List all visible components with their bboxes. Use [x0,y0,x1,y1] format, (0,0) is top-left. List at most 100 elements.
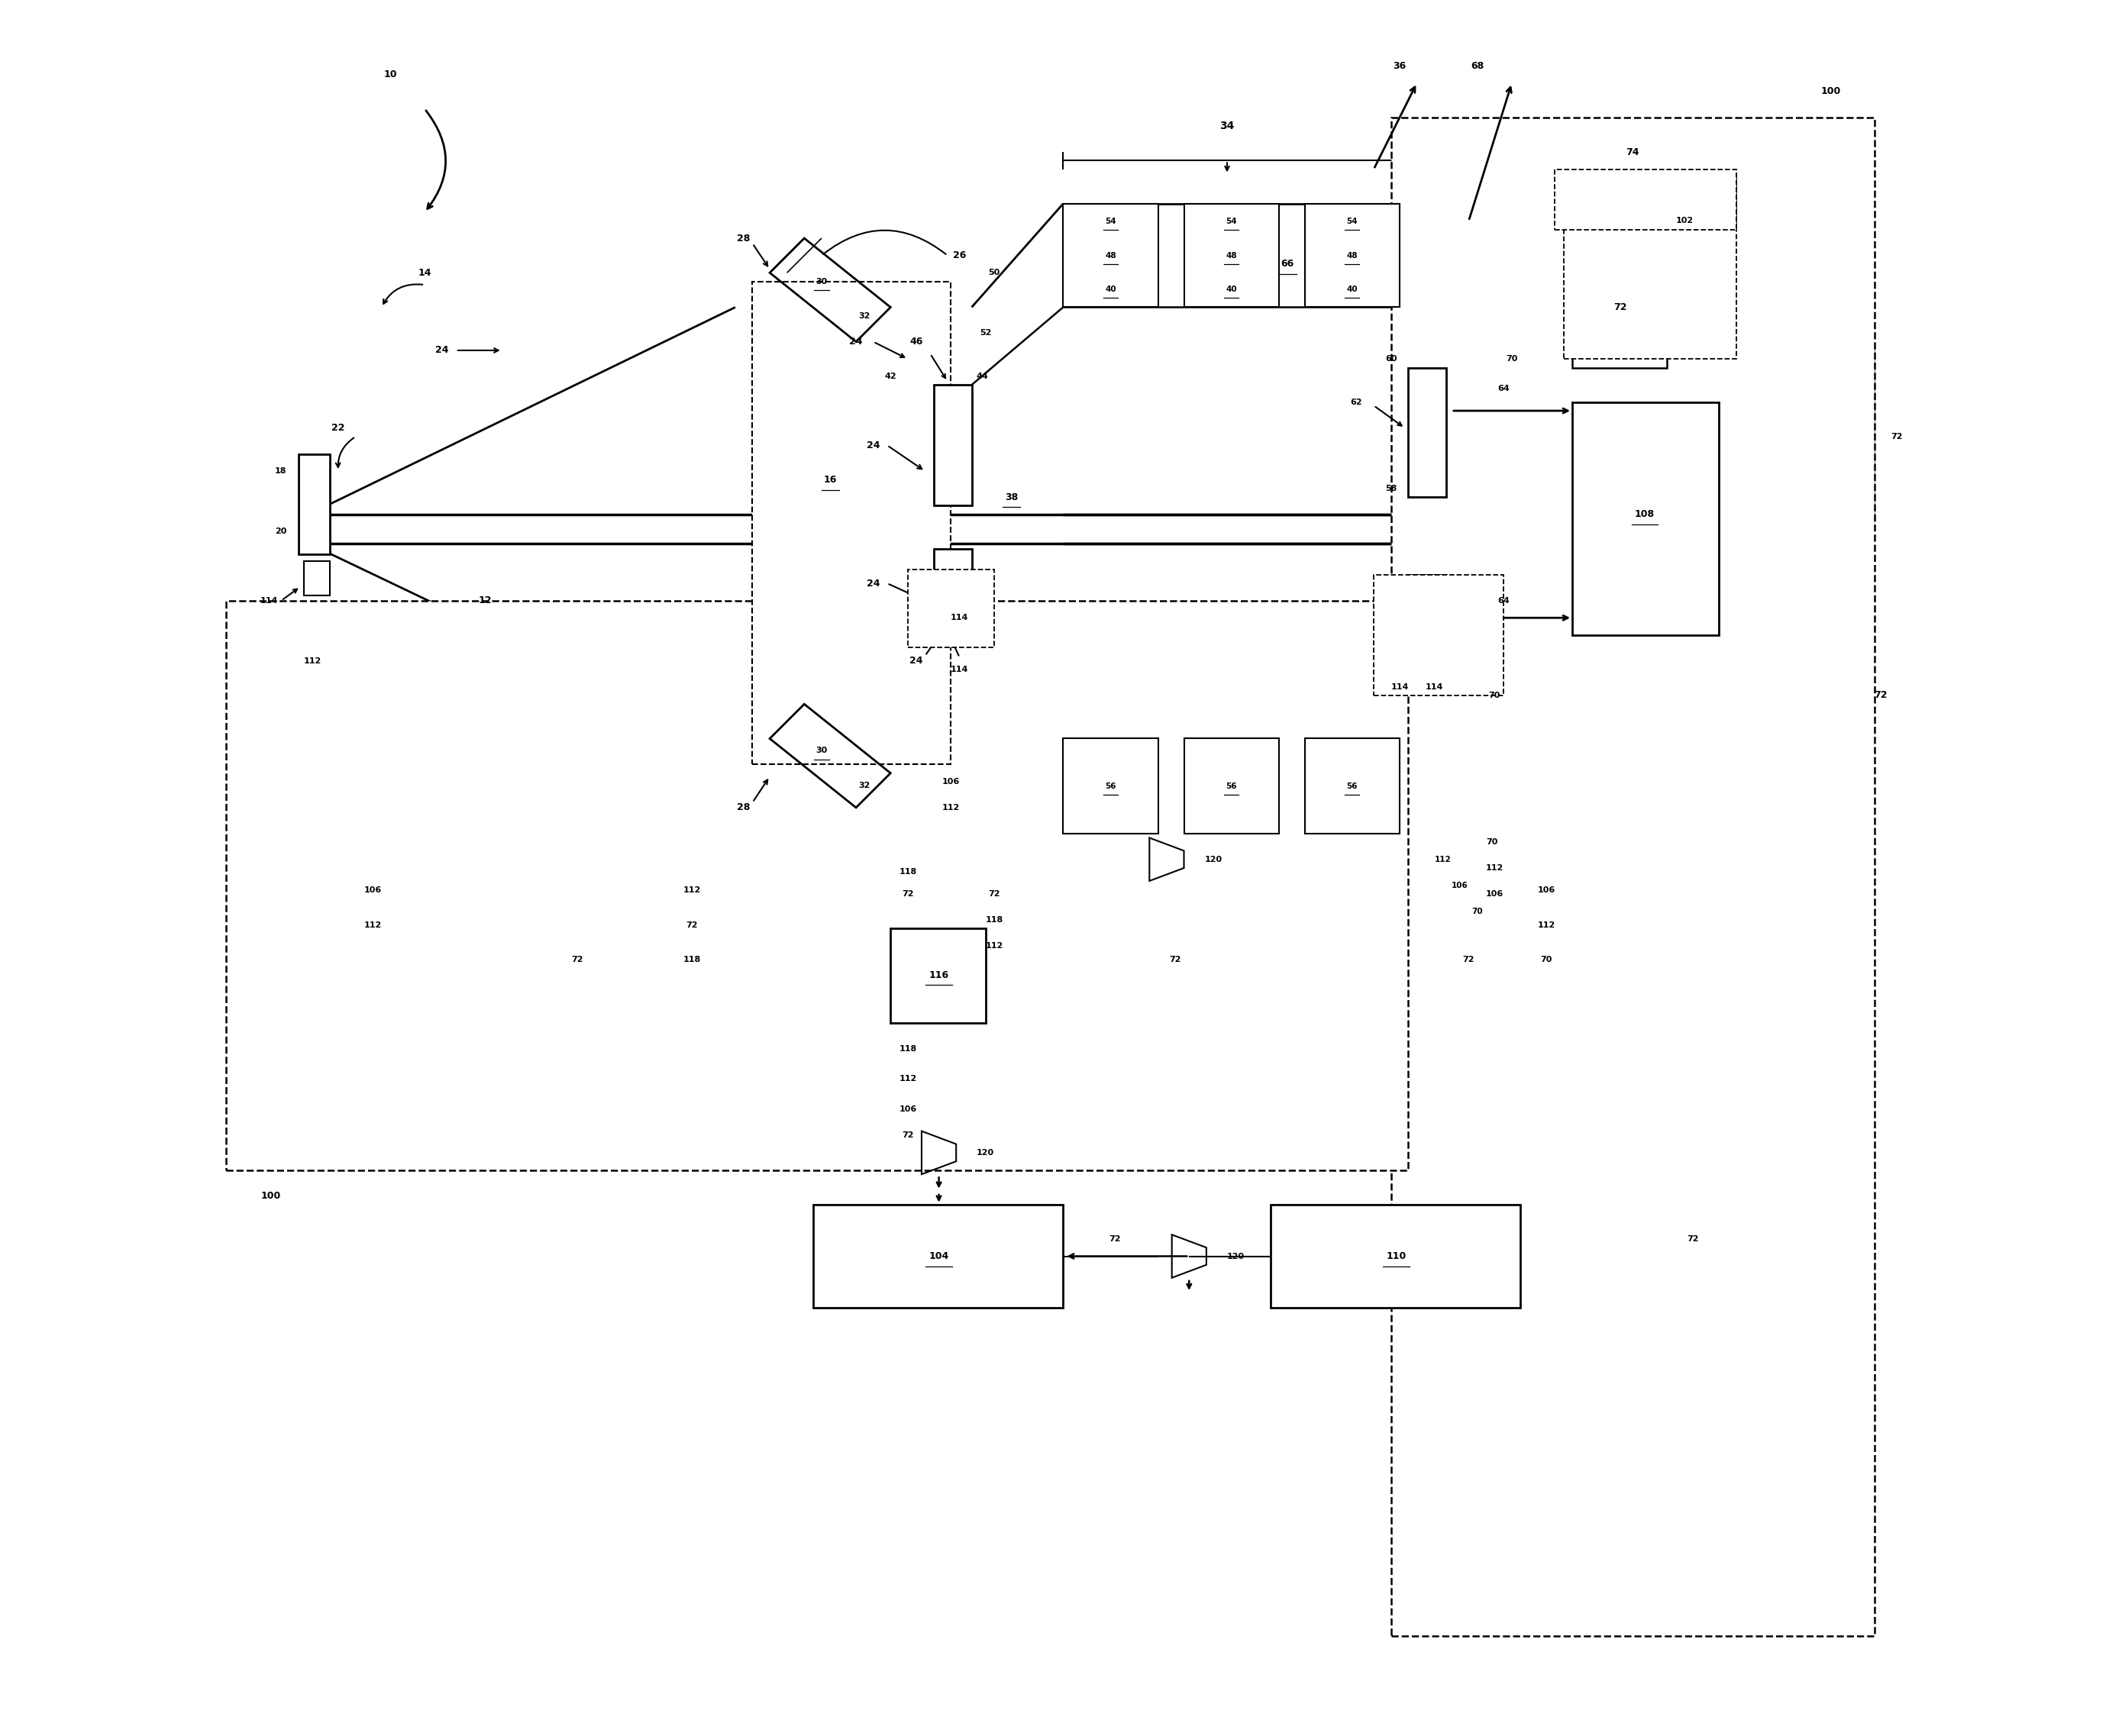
Text: 66: 66 [1280,259,1295,269]
Bar [934,549,972,635]
Text: 58: 58 [1386,484,1396,493]
Text: 100: 100 [262,1191,280,1201]
Text: 68: 68 [1470,61,1485,71]
Text: 72: 72 [989,891,1000,898]
Text: 50: 50 [989,269,1000,276]
Text: 112: 112 [683,887,700,894]
Text: 112: 112 [1434,856,1451,863]
Text: 112: 112 [985,943,1004,950]
Bar [226,601,1409,1170]
Bar [934,385,972,505]
Text: 40: 40 [1348,286,1358,293]
Text: 102: 102 [1675,217,1694,224]
Text: 62: 62 [1350,398,1362,406]
Text: 70: 70 [1487,838,1497,845]
Text: 38: 38 [1004,491,1019,502]
Text: 64: 64 [1497,384,1510,392]
Text: 106: 106 [943,778,960,786]
Text: 44: 44 [976,373,987,380]
Text: 52: 52 [979,330,991,337]
Text: 72: 72 [903,1132,913,1139]
Text: 74: 74 [1626,148,1639,156]
Text: 24: 24 [867,578,879,589]
Text: 56: 56 [1105,783,1116,790]
Text: 112: 112 [365,922,382,929]
Bar [1392,118,1875,1635]
Text: 24: 24 [850,337,863,347]
Text: 116: 116 [928,970,949,979]
Text: 118: 118 [898,868,917,875]
Text: 118: 118 [683,955,700,963]
Text: 24: 24 [867,441,879,450]
Text: 112: 112 [898,1075,917,1082]
Bar [812,1205,1063,1307]
Text: 120: 120 [1227,1252,1244,1260]
Text: 64: 64 [1497,597,1510,604]
Bar [890,929,985,1023]
Text: 54: 54 [1105,217,1116,226]
Text: 56: 56 [1225,783,1236,790]
Text: 70: 70 [1540,955,1552,963]
Bar [1270,1205,1521,1307]
Text: 72: 72 [1168,955,1181,963]
Text: 72: 72 [1613,302,1628,312]
Bar [1563,177,1736,359]
Text: 72: 72 [1464,955,1474,963]
Text: 32: 32 [858,781,871,788]
Text: 28: 28 [738,802,751,812]
Text: 114: 114 [259,597,278,604]
Text: 48: 48 [1225,252,1238,259]
Text: 70: 70 [1489,691,1499,700]
Text: 14: 14 [418,267,430,278]
Text: 114: 114 [1426,682,1443,691]
Text: 30: 30 [816,278,827,285]
Text: 22: 22 [331,424,346,432]
Text: 16: 16 [823,476,837,484]
Text: 104: 104 [928,1252,949,1260]
Bar [1571,403,1719,635]
Text: 70: 70 [1472,908,1483,915]
Text: 72: 72 [1875,691,1888,700]
Text: 20: 20 [274,528,287,535]
Text: 106: 106 [1537,887,1554,894]
Text: 110: 110 [1386,1252,1407,1260]
Text: 72: 72 [685,922,698,929]
Text: 72: 72 [903,891,913,898]
Text: 40: 40 [1105,286,1116,293]
Text: 120: 120 [976,1149,993,1156]
Text: 72: 72 [572,955,582,963]
Bar [1183,203,1278,307]
Text: 34: 34 [1219,122,1234,132]
Bar [753,281,951,764]
Text: 106: 106 [365,887,382,894]
Text: 30: 30 [816,746,827,755]
Text: 114: 114 [951,615,968,621]
Text: 72: 72 [1687,1234,1700,1243]
Text: 114: 114 [951,667,968,674]
Text: 106: 106 [1451,882,1468,889]
Text: 48: 48 [1348,252,1358,259]
Text: 54: 54 [1225,217,1238,226]
Text: 108: 108 [1634,509,1656,519]
Bar [1409,575,1447,670]
Text: 46: 46 [909,337,924,347]
Bar [1063,203,1158,307]
Text: 54: 54 [1348,217,1358,226]
Text: 112: 112 [1487,865,1504,871]
Bar [1554,168,1736,229]
Text: 112: 112 [1537,922,1554,929]
Text: 10: 10 [384,69,396,80]
Text: 40: 40 [1225,286,1238,293]
Text: 42: 42 [884,373,896,380]
Bar [1305,203,1400,307]
Text: 36: 36 [1394,61,1407,71]
Text: 56: 56 [1348,783,1358,790]
Text: 112: 112 [943,804,960,811]
Bar [299,453,329,554]
Text: 112: 112 [304,658,321,665]
Text: 106: 106 [1487,891,1504,898]
Text: 120: 120 [1204,856,1221,863]
Text: 118: 118 [985,917,1004,924]
Text: 72: 72 [1892,432,1902,441]
Text: 106: 106 [898,1106,917,1113]
